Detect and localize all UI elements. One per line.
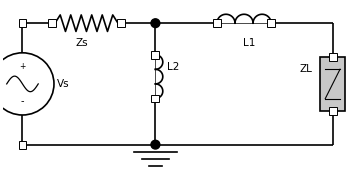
Bar	[267, 19, 275, 27]
Bar	[213, 19, 221, 27]
Circle shape	[151, 19, 160, 28]
Text: ZL: ZL	[299, 64, 313, 74]
Bar	[151, 95, 159, 102]
Text: L2: L2	[167, 62, 180, 72]
Bar	[151, 51, 159, 59]
Text: Zs: Zs	[75, 38, 88, 48]
Bar	[48, 19, 56, 27]
Text: L1: L1	[243, 38, 255, 48]
Circle shape	[151, 140, 160, 149]
Bar	[320, 57, 345, 111]
Bar	[329, 107, 337, 114]
Circle shape	[0, 53, 54, 115]
Text: -: -	[21, 96, 24, 106]
Text: Vs: Vs	[57, 79, 70, 89]
Text: +: +	[19, 62, 26, 71]
Bar	[19, 141, 26, 149]
Bar	[117, 19, 125, 27]
Bar	[329, 53, 337, 61]
Bar	[19, 19, 26, 27]
